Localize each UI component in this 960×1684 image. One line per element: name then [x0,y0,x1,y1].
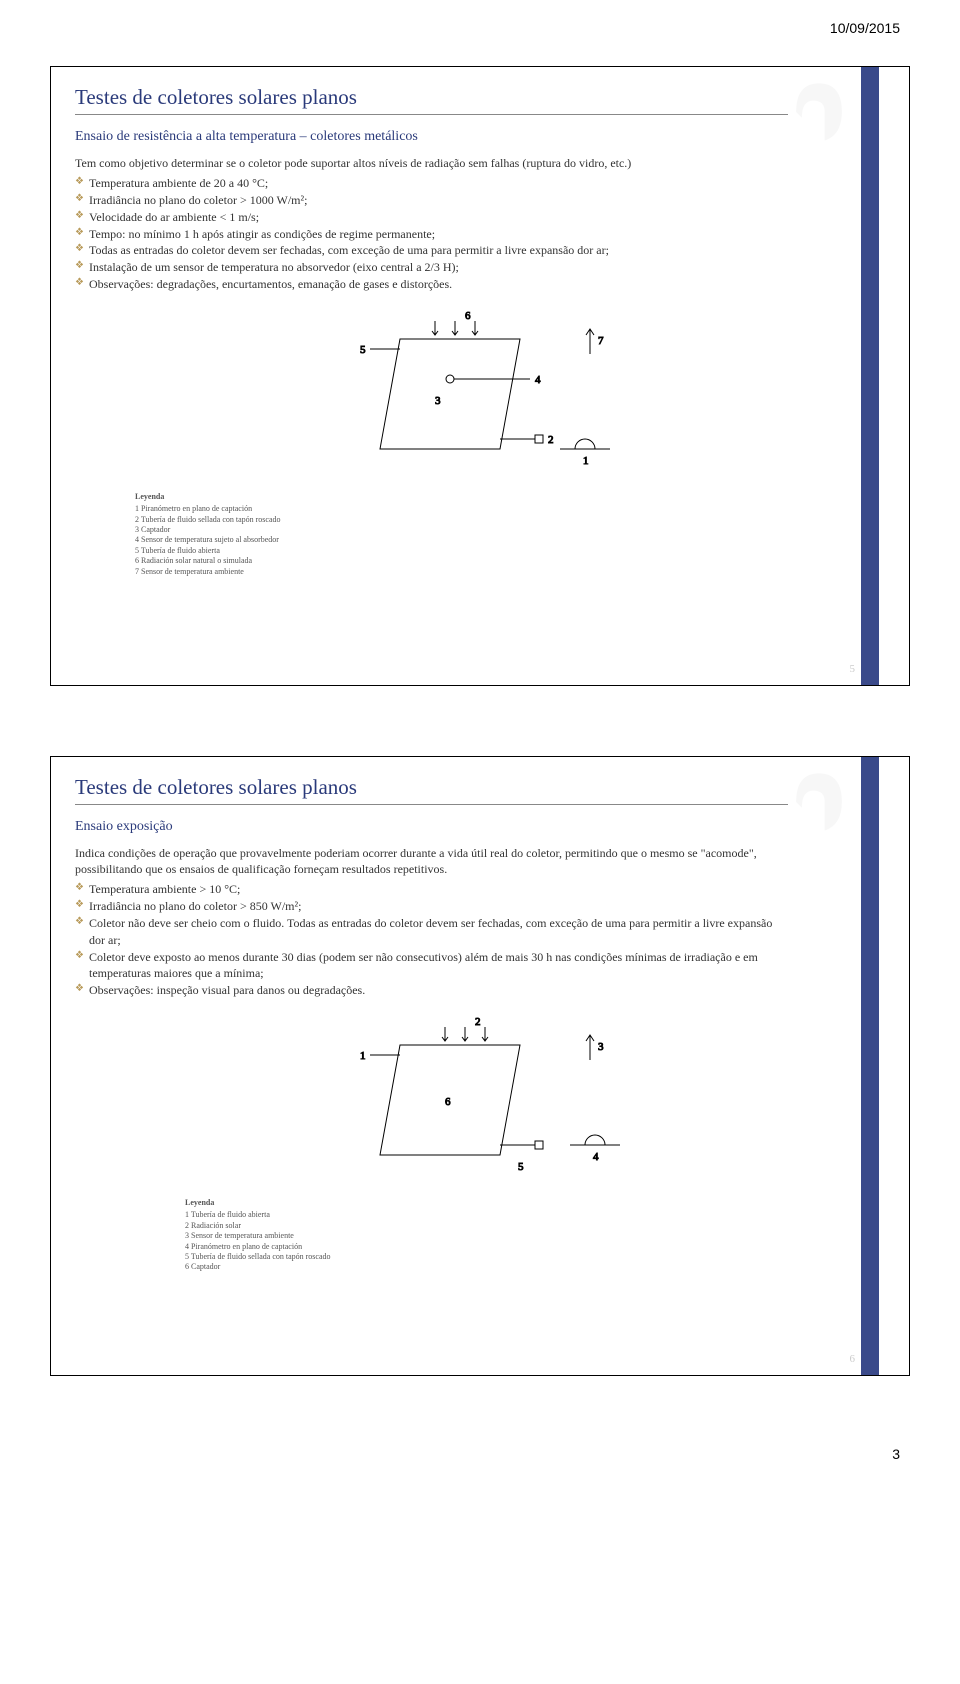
diagram-1: 3 6 5 7 4 [300,309,660,479]
svg-text:6: 6 [465,310,471,322]
slide-stripe [861,757,879,1375]
slide-subtitle: Ensaio de resistência a alta temperatura… [75,129,885,145]
legend-row: 2 Tubería de fluido sellada con tapón ro… [135,515,281,525]
diagram-legend: Leyenda 1 Tubería de fluido abierta 2 Ra… [185,1198,331,1273]
svg-text:5: 5 [360,344,366,356]
svg-text:3: 3 [435,395,441,407]
svg-text:1: 1 [360,1050,366,1062]
legend-row: 4 Piranómetro en plano de captación [185,1242,331,1252]
legend-row: 2 Radiación solar [185,1221,331,1231]
bullet-item: Observações: inspeção visual para danos … [75,982,788,999]
intro-text: Tem como objetivo determinar se o coleto… [75,155,788,171]
legend-row: 3 Captador [135,525,281,535]
legend-row: 3 Sensor de temperatura ambiente [185,1231,331,1241]
intro-text: Indica condições de operação que provave… [75,845,788,877]
diagram-container: 3 6 5 7 4 [75,309,885,579]
page: 10/09/2015 Testes de coletores solares p… [0,0,960,1492]
bullet-item: Observações: degradações, encurtamentos,… [75,276,788,293]
svg-text:1: 1 [583,455,589,467]
diagram-2: 6 2 1 3 5 [300,1015,660,1185]
diagram-container: 6 2 1 3 5 [75,1015,885,1274]
bullet-item: Velocidade do ar ambiente < 1 m/s; [75,209,788,226]
bullet-item: Instalação de um sensor de temperatura n… [75,259,788,276]
legend-row: 7 Sensor de temperatura ambiente [135,567,281,577]
title-rule [75,114,788,115]
slide-2: Testes de coletores solares planos Ensai… [50,756,910,1376]
legend-row: 5 Tubería de fluido abierta [135,546,281,556]
bullet-list: Temperatura ambiente > 10 °C; Irradiânci… [75,881,788,999]
slide-stripe [861,67,879,685]
svg-text:4: 4 [593,1151,599,1163]
legend-row: 6 Captador [185,1262,331,1272]
svg-text:2: 2 [475,1016,481,1028]
page-number: 3 [50,1446,910,1462]
bullet-item: Temperatura ambiente de 20 a 40 °C; [75,175,788,192]
bullet-item: Coletor deve exposto ao menos durante 30… [75,949,788,983]
legend-row: 1 Tubería de fluido abierta [185,1210,331,1220]
slide-1: Testes de coletores solares planos Ensai… [50,66,910,686]
slide-title: Testes de coletores solares planos [75,85,885,110]
bullet-item: Todas as entradas do coletor devem ser f… [75,242,788,259]
bullet-item: Coletor não deve ser cheio com o fluido.… [75,915,788,949]
svg-text:3: 3 [598,1041,604,1053]
slide-title: Testes de coletores solares planos [75,775,885,800]
slide-subtitle: Ensaio exposição [75,819,885,835]
svg-text:4: 4 [535,374,541,386]
bullet-list: Temperatura ambiente de 20 a 40 °C; Irra… [75,175,788,293]
svg-text:2: 2 [548,434,554,446]
legend-head: Leyenda [185,1198,331,1208]
bullet-item: Irradiância no plano do coletor > 850 W/… [75,898,788,915]
bullet-item: Tempo: no mínimo 1 h após atingir as con… [75,226,788,243]
header-date: 10/09/2015 [50,20,910,36]
slide-number: 6 [850,1353,856,1365]
legend-row: 5 Tubería de fluido sellada con tapón ro… [185,1252,331,1262]
legend-row: 4 Sensor de temperatura sujeto al absorb… [135,535,281,545]
watermark-icon [784,72,854,152]
diagram-legend: Leyenda 1 Piranómetro en plano de captac… [135,492,281,577]
svg-text:5: 5 [518,1161,524,1173]
svg-text:6: 6 [445,1096,451,1108]
legend-row: 6 Radiación solar natural o simulada [135,556,281,566]
bullet-item: Temperatura ambiente > 10 °C; [75,881,788,898]
title-rule [75,804,788,805]
svg-text:7: 7 [598,335,604,347]
legend-head: Leyenda [135,492,281,502]
legend-row: 1 Piranómetro en plano de captación [135,504,281,514]
watermark-icon [784,762,854,842]
slide-number: 5 [850,663,856,675]
bullet-item: Irradiância no plano do coletor > 1000 W… [75,192,788,209]
